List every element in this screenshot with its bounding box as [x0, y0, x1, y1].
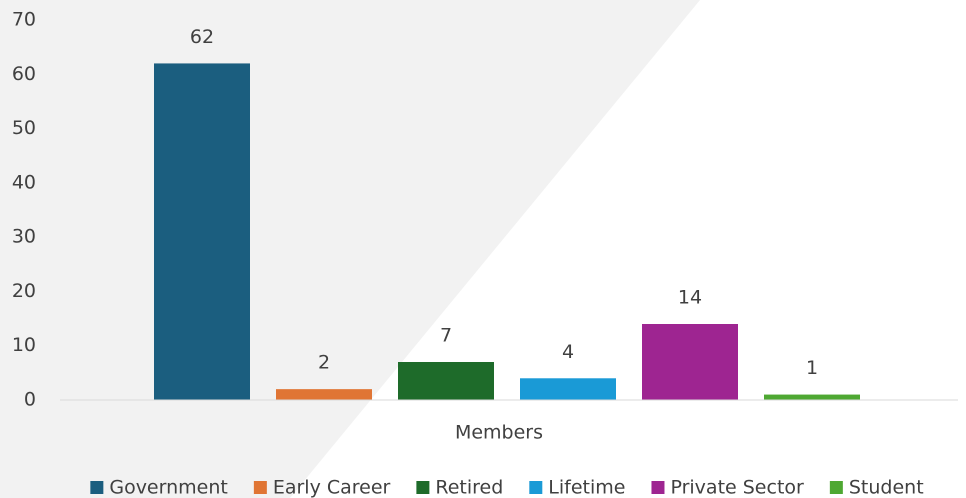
data-label: 14 — [678, 287, 702, 309]
bar — [154, 63, 250, 401]
legend-label: Private Sector — [670, 477, 804, 498]
data-label: 1 — [806, 357, 818, 379]
y-tick-label: 70 — [12, 9, 36, 31]
legend-label: Government — [109, 477, 228, 498]
legend-swatch — [651, 481, 665, 494]
data-label: 2 — [318, 352, 330, 374]
legend-swatch — [829, 481, 843, 494]
legend-label: Student — [849, 477, 924, 498]
bar — [520, 378, 616, 400]
background-shape — [0, 0, 700, 498]
y-tick-label: 60 — [12, 63, 36, 85]
y-tick-label: 0 — [24, 389, 36, 411]
y-tick-label: 30 — [12, 226, 36, 248]
bar — [276, 389, 372, 400]
bar — [398, 362, 494, 400]
legend-swatch — [529, 481, 543, 494]
legend-label: Early Career — [273, 477, 391, 498]
legend-swatch — [253, 481, 267, 494]
bar — [764, 394, 860, 400]
y-tick-label: 40 — [12, 171, 36, 193]
y-tick-label: 20 — [12, 280, 36, 302]
data-label: 4 — [562, 341, 574, 363]
y-tick-label: 10 — [12, 334, 36, 356]
data-label: 62 — [190, 26, 214, 48]
data-label: 7 — [440, 325, 452, 347]
legend-label: Lifetime — [548, 477, 625, 498]
legend-swatch — [416, 481, 430, 494]
legend-swatch — [90, 481, 104, 494]
bar — [642, 324, 738, 400]
legend-label: Retired — [435, 477, 503, 498]
x-tick-label: Members — [455, 422, 543, 444]
y-tick-label: 50 — [12, 117, 36, 139]
